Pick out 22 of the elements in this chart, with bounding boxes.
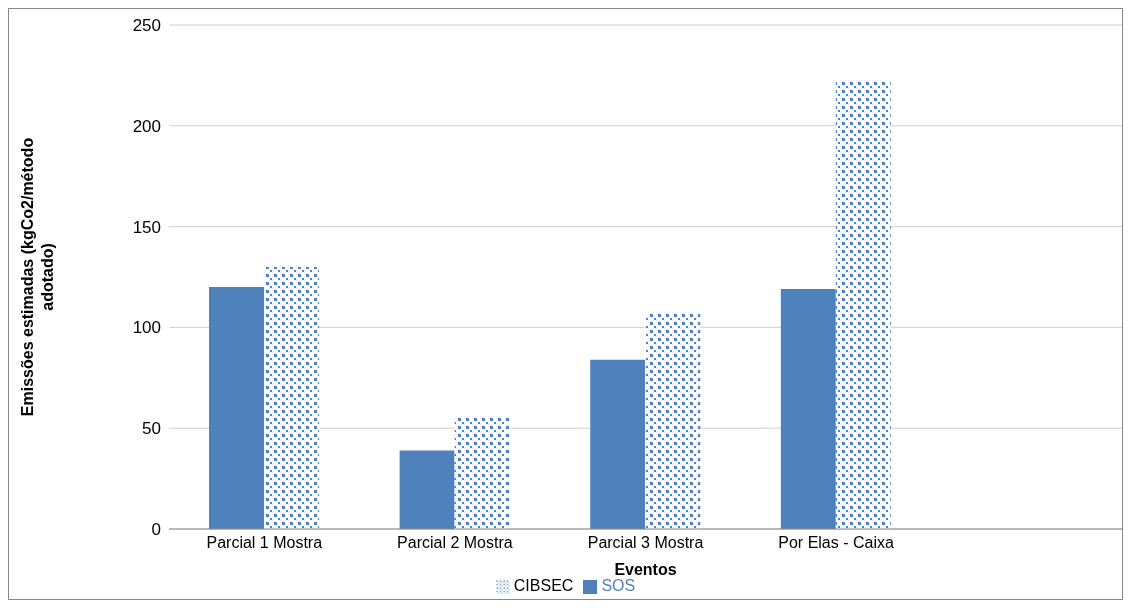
y-tick-label: 100: [132, 318, 161, 338]
y-axis-title: Emissões estimadas (kgCo2/método adotado): [19, 137, 56, 417]
bar: [835, 81, 891, 529]
bar: [264, 266, 320, 529]
y-tick-label: 50: [142, 419, 161, 439]
y-tick-label: 250: [132, 16, 161, 36]
x-tick-label: Parcial 1 Mostra: [206, 534, 323, 552]
bar: [399, 450, 455, 529]
y-tick-label: 150: [132, 217, 161, 237]
bar: [645, 313, 701, 529]
x-tick-label: Parcial 3 Mostra: [587, 534, 704, 552]
legend-label: CIBSEC: [513, 577, 574, 594]
y-tick-label: 0: [151, 520, 161, 540]
bar: [590, 359, 646, 529]
bar: [209, 287, 265, 529]
x-tick-label: Por Elas - Caixa: [778, 534, 894, 552]
x-axis-title: Eventos: [614, 561, 677, 578]
x-tick-label: Parcial 2 Mostra: [397, 534, 513, 552]
legend-label: SOS: [601, 577, 636, 594]
bar: [780, 289, 836, 529]
y-tick-label: 200: [132, 116, 161, 136]
bar: [454, 418, 510, 529]
